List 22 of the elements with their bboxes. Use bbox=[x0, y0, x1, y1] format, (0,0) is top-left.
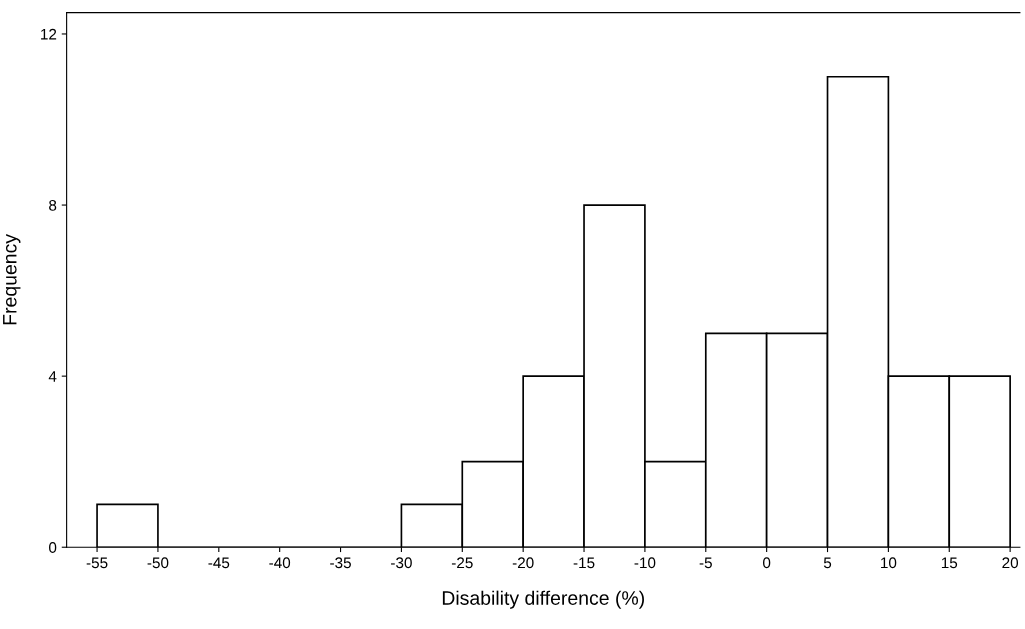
x-tick-label: 0 bbox=[763, 557, 771, 569]
y-tick-label: 8 bbox=[49, 199, 57, 211]
x-tick-label: 5 bbox=[823, 557, 832, 569]
x-tick-label: -35 bbox=[330, 557, 351, 569]
y-tick-label: 4 bbox=[48, 371, 57, 382]
x-tick-label: -30 bbox=[391, 557, 412, 569]
x-tick-label: -20 bbox=[512, 557, 534, 569]
x-tick-label: -5 bbox=[699, 557, 712, 569]
x-tick-label: 15 bbox=[941, 557, 958, 569]
x-tick-label: -25 bbox=[451, 557, 473, 569]
x-tick-label: -45 bbox=[208, 557, 230, 569]
x-tick-label: -55 bbox=[86, 557, 108, 569]
y-tick-label: 0 bbox=[49, 542, 57, 553]
x-tick-label: 10 bbox=[881, 557, 897, 569]
x-tick-label: 20 bbox=[1002, 557, 1019, 569]
x-tick-label: -50 bbox=[147, 557, 169, 569]
y-axis-title: Frequency bbox=[3, 234, 21, 325]
y-tick-label: 12 bbox=[41, 28, 57, 40]
x-tick-label: -10 bbox=[634, 557, 656, 569]
x-tick-label: -40 bbox=[269, 557, 291, 569]
x-axis-title: Disability difference (%) bbox=[442, 590, 644, 609]
x-tick-label: -15 bbox=[573, 557, 595, 569]
